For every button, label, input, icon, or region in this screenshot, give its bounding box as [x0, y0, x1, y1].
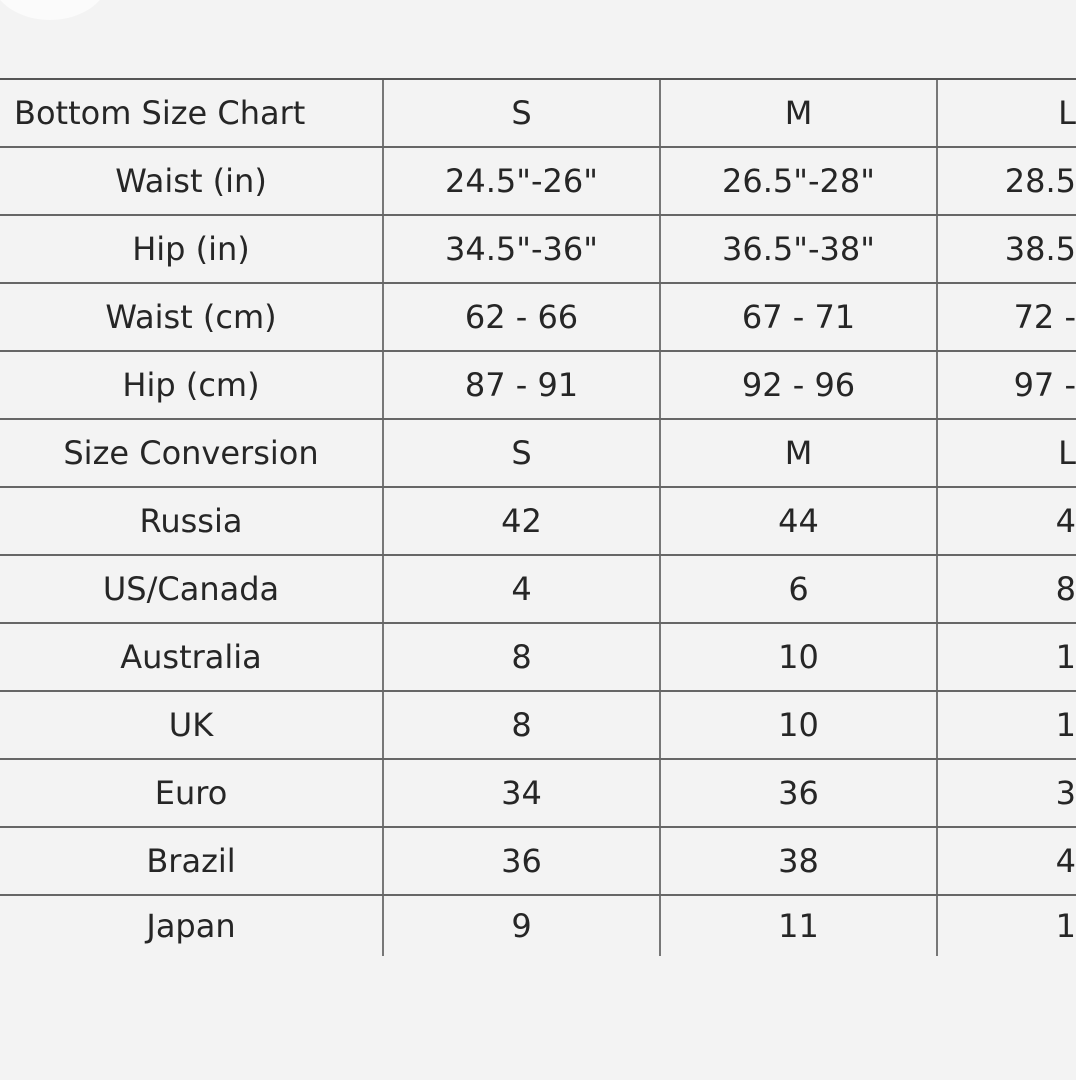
size-s-cell: 8	[384, 692, 661, 758]
table-row: US/Canada 4 6 8	[0, 556, 1076, 624]
size-m-cell: 10	[661, 692, 938, 758]
size-m-cell: 26.5"-28"	[661, 148, 938, 214]
row-label: US/Canada	[0, 556, 384, 622]
size-l-cell: 1	[1055, 706, 1076, 744]
size-s-cell: 42	[384, 488, 661, 554]
size-m-cell: 6	[661, 556, 938, 622]
table-row: Hip (in) 34.5"-36" 36.5"-38" 38.5	[0, 216, 1076, 284]
size-s-cell: 87 - 91	[384, 352, 661, 418]
size-l-cell: 4	[1055, 502, 1076, 540]
size-l-cell: 38.5	[1004, 230, 1076, 268]
size-s-cell: 9	[384, 896, 661, 956]
size-l-cell: 1	[1055, 907, 1076, 945]
size-l-cell: 28.5	[1004, 162, 1076, 200]
size-chart-table: Bottom Size Chart S M L Waist (in) 24.5"-26" 2…	[0, 78, 1076, 956]
size-l-cell: 3	[1055, 774, 1076, 812]
background-shape	[0, 0, 110, 20]
size-s-cell: 34.5"-36"	[384, 216, 661, 282]
size-m-cell: 44	[661, 488, 938, 554]
size-l-cell: 8	[1055, 570, 1076, 608]
size-s-cell: 34	[384, 760, 661, 826]
size-l-cell: L	[1058, 434, 1076, 472]
size-l-cell: L	[1058, 94, 1076, 132]
size-m-cell: 67 - 71	[661, 284, 938, 350]
size-s-cell: S	[384, 80, 661, 146]
row-label: Australia	[0, 624, 384, 690]
table-header-row: Bottom Size Chart S M L	[0, 80, 1076, 148]
table-row: Russia 42 44 4	[0, 488, 1076, 556]
size-s-cell: S	[384, 420, 661, 486]
table-row: Australia 8 10 1	[0, 624, 1076, 692]
table-row: Brazil 36 38 4	[0, 828, 1076, 896]
size-m-cell: 10	[661, 624, 938, 690]
table-row: Japan 9 11 1	[0, 896, 1076, 956]
row-label: UK	[0, 692, 384, 758]
size-l-cell: 4	[1055, 842, 1076, 880]
size-l-cell: 72 -	[1013, 298, 1076, 336]
size-m-cell: 38	[661, 828, 938, 894]
table-row: UK 8 10 1	[0, 692, 1076, 760]
row-label: Euro	[0, 760, 384, 826]
size-m-cell: M	[661, 80, 938, 146]
table-row: Waist (cm) 62 - 66 67 - 71 72 -	[0, 284, 1076, 352]
row-label: Russia	[0, 488, 384, 554]
size-m-cell: 36	[661, 760, 938, 826]
size-s-cell: 36	[384, 828, 661, 894]
row-label: Waist (cm)	[0, 284, 384, 350]
size-m-cell: 36.5"-38"	[661, 216, 938, 282]
size-s-cell: 4	[384, 556, 661, 622]
size-s-cell: 62 - 66	[384, 284, 661, 350]
size-s-cell: 24.5"-26"	[384, 148, 661, 214]
row-label: Japan	[0, 896, 384, 956]
table-row: Euro 34 36 3	[0, 760, 1076, 828]
size-m-cell: 11	[661, 896, 938, 956]
row-label: Brazil	[0, 828, 384, 894]
row-label: Bottom Size Chart	[0, 80, 384, 146]
size-s-cell: 8	[384, 624, 661, 690]
size-m-cell: 92 - 96	[661, 352, 938, 418]
row-label: Hip (cm)	[0, 352, 384, 418]
row-label: Size Conversion	[0, 420, 384, 486]
size-m-cell: M	[661, 420, 938, 486]
size-l-cell: 1	[1055, 638, 1076, 676]
row-label: Waist (in)	[0, 148, 384, 214]
table-row: Hip (cm) 87 - 91 92 - 96 97 -	[0, 352, 1076, 420]
table-row: Waist (in) 24.5"-26" 26.5"-28" 28.5	[0, 148, 1076, 216]
size-l-cell: 97 -	[1013, 366, 1076, 404]
row-label: Hip (in)	[0, 216, 384, 282]
table-row: Size Conversion S M L	[0, 420, 1076, 488]
